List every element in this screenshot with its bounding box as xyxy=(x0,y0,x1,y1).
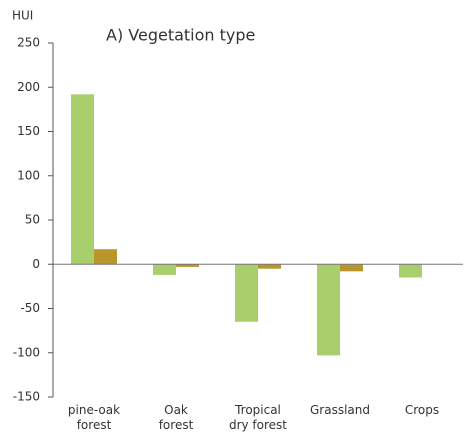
y-tick-label: 100 xyxy=(17,168,40,182)
bar xyxy=(399,264,422,278)
bar xyxy=(176,264,199,267)
y-tick-label: 50 xyxy=(25,213,40,227)
y-tick-label: 200 xyxy=(17,80,40,94)
bar xyxy=(235,264,258,322)
x-tick-label: pine-oak forest xyxy=(67,403,121,432)
x-tick-label: Oak forest xyxy=(158,403,194,432)
bar xyxy=(71,94,94,265)
bar xyxy=(94,249,117,265)
bar xyxy=(258,264,281,269)
y-tick-label: -100 xyxy=(13,345,40,359)
bar xyxy=(317,264,340,356)
bar xyxy=(153,264,176,275)
x-tick-label: Grassland xyxy=(310,403,370,417)
x-tick-label: Crops xyxy=(404,403,440,417)
y-tick-label: -150 xyxy=(13,390,40,404)
chart-title: A) Vegetation type xyxy=(106,26,255,45)
y-tick-label: 0 xyxy=(32,257,40,271)
y-tick-label: -50 xyxy=(20,301,40,315)
bar xyxy=(340,264,363,272)
x-tick-label: Tropical dry forest xyxy=(228,403,288,432)
y-tick-label: 150 xyxy=(17,124,40,138)
y-tick-label: 250 xyxy=(17,36,40,50)
y-axis-label: HUI xyxy=(12,9,33,23)
